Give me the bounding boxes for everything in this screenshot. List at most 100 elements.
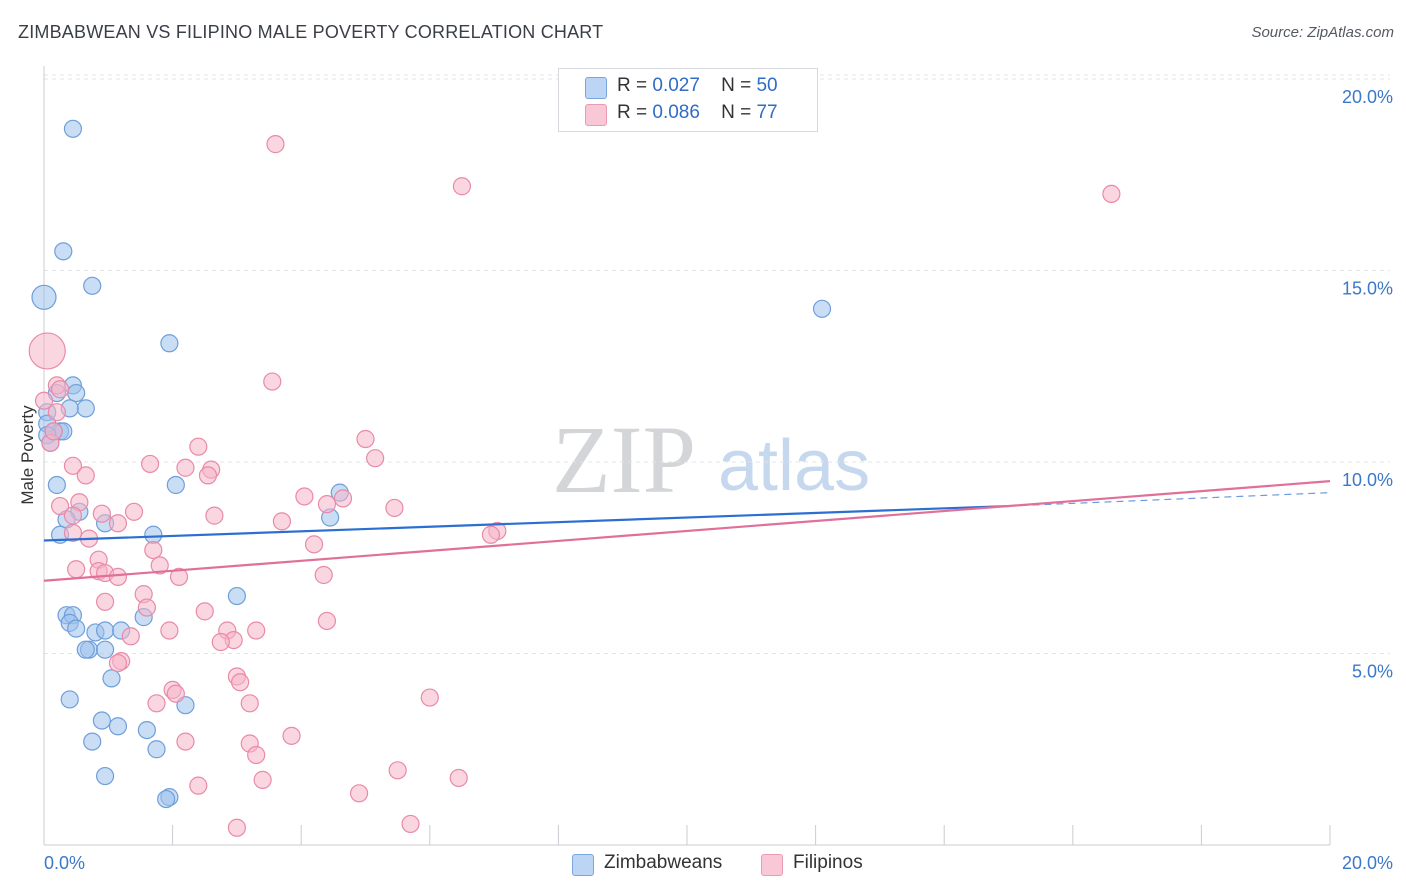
zimbabweans-point xyxy=(157,789,176,809)
filipinos-point xyxy=(189,776,208,795)
zimbabweans-point xyxy=(67,383,86,403)
axes xyxy=(43,66,1331,846)
filipinos-point xyxy=(137,598,156,617)
r-value-zimbabweans: 0.027 xyxy=(652,75,700,96)
filipinos-trend-line xyxy=(43,480,1331,582)
filipinos-point xyxy=(176,732,195,751)
filipinos-point xyxy=(198,466,218,485)
filipinos-legend-swatch xyxy=(761,854,783,876)
y-tick-label: 10.0% xyxy=(1342,470,1393,490)
filipinos-point xyxy=(272,512,292,531)
filipinos-point xyxy=(247,745,266,765)
zimbabweans-point xyxy=(102,669,121,688)
points-layer xyxy=(28,119,1121,837)
zimbabweans-trend-line xyxy=(43,504,1009,542)
filipinos-point xyxy=(108,653,128,673)
filipinos-point xyxy=(231,673,250,692)
zimbabweans-point xyxy=(76,399,95,418)
filipinos-point xyxy=(253,770,272,789)
legend-stats-filipinos: R = 0.086 N = 77 xyxy=(617,102,778,124)
filipinos-point xyxy=(124,502,144,521)
zimbabweans-point xyxy=(31,284,57,310)
x-tick-label-max: 20.0% xyxy=(1342,853,1393,873)
stats-legend: R = 0.027 N = 50 R = 0.086 N = 77 xyxy=(558,68,818,132)
x-tick-label-min: 0.0% xyxy=(44,853,85,873)
filipinos-point xyxy=(314,565,333,585)
filipinos-point xyxy=(295,487,314,506)
y-tick-label: 5.0% xyxy=(1352,662,1393,682)
filipinos-point xyxy=(420,688,439,707)
trend-layer xyxy=(43,480,1331,582)
zimbabweans-point xyxy=(76,640,95,659)
zimbabweans-point xyxy=(54,242,73,261)
filipinos-point xyxy=(449,768,468,788)
zimbabweans-point xyxy=(92,711,111,730)
filipinos-point xyxy=(247,621,266,640)
legend-stats-zimbabweans: R = 0.027 N = 50 xyxy=(617,75,778,97)
filipinos-point xyxy=(227,818,246,837)
zimbabweans-point xyxy=(108,717,128,736)
watermark-atlas: atlas xyxy=(718,426,870,506)
filipinos-point xyxy=(189,437,208,456)
filipinos-point xyxy=(121,627,140,646)
filipinos-point xyxy=(76,466,95,485)
zimbabweans-point xyxy=(63,119,83,138)
zimbabweans-point xyxy=(83,276,102,295)
filipinos-point xyxy=(140,454,160,474)
filipinos-point xyxy=(34,391,54,410)
filipinos-point xyxy=(176,458,195,477)
zimbabweans-point xyxy=(83,732,102,751)
zimbabweans-point xyxy=(160,334,179,353)
zimbabweans-point xyxy=(47,475,66,495)
filipinos-point xyxy=(205,506,224,525)
source-label: Source: ZipAtlas.com xyxy=(1251,24,1394,41)
filipinos-point xyxy=(150,556,169,575)
filipinos-point xyxy=(388,761,407,780)
filipinos-point xyxy=(401,814,420,834)
zimbabweans-point xyxy=(95,621,115,640)
filipinos-point xyxy=(95,592,115,611)
filipinos-point xyxy=(481,525,500,544)
y-tick-label: 15.0% xyxy=(1342,279,1393,299)
zimbabweans-point xyxy=(95,766,115,786)
zimbabweans-point xyxy=(144,525,163,544)
filipinos-point xyxy=(452,177,472,196)
filipinos-point xyxy=(317,495,337,514)
filipinos-point xyxy=(333,489,353,508)
n-value-zimbabweans: 50 xyxy=(756,75,778,96)
n-label: N = xyxy=(721,102,752,123)
filipinos-point xyxy=(240,694,259,713)
r-value-filipinos: 0.086 xyxy=(652,102,700,123)
filipinos-point xyxy=(160,621,179,640)
r-label: R = xyxy=(617,102,648,123)
filipinos-point xyxy=(169,567,189,587)
filipinos-swatch xyxy=(585,104,607,126)
filipinos-point xyxy=(385,498,404,518)
filipinos-point xyxy=(144,540,163,560)
tick-labels: 5.0% 10.0% 15.0% 20.0% 0.0% 20.0% xyxy=(44,87,1393,873)
filipinos-point xyxy=(317,611,337,631)
y-tick-label: 20.0% xyxy=(1342,87,1393,107)
filipinos-point xyxy=(28,332,66,370)
zimbabweans-point xyxy=(166,475,185,495)
filipinos-point xyxy=(147,694,166,713)
zimbabweans-trend-extension xyxy=(1008,492,1331,507)
filipinos-point xyxy=(50,380,70,399)
filipinos-point xyxy=(266,135,285,154)
filipinos-point xyxy=(356,429,375,449)
zimbabweans-swatch xyxy=(585,77,607,99)
legend-label-zimbabweans: Zimbabweans xyxy=(604,852,723,873)
n-value-filipinos: 77 xyxy=(756,102,778,123)
grid-lines xyxy=(44,74,1390,654)
zimbabweans-point xyxy=(227,586,246,606)
filipinos-point xyxy=(47,403,66,422)
n-label: N = xyxy=(721,75,752,96)
zimbabweans-point xyxy=(147,740,166,759)
filipinos-point xyxy=(67,560,86,579)
filipinos-point xyxy=(63,506,83,525)
filipinos-point xyxy=(166,684,185,703)
filipinos-point xyxy=(304,535,324,554)
zimbabweans-point xyxy=(60,690,79,709)
filipinos-point xyxy=(263,372,282,391)
